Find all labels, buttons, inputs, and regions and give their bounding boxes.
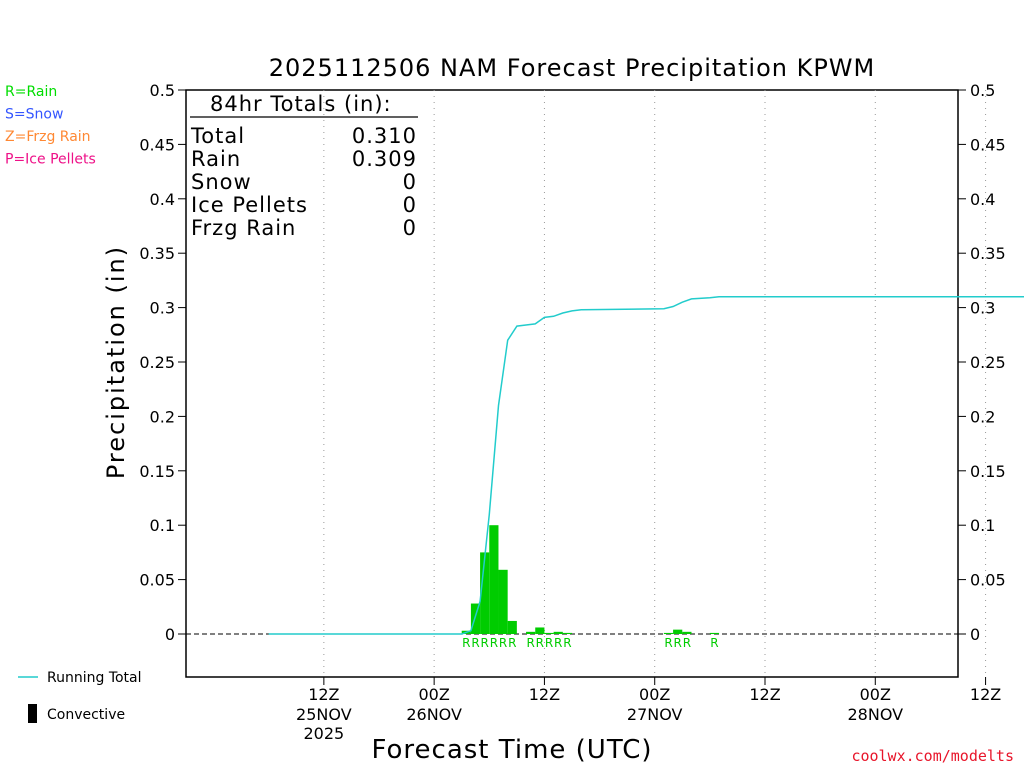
y-tick-label-left: 0.5 bbox=[150, 81, 175, 100]
running-total-legend-label: Running Total bbox=[47, 670, 142, 686]
ptype-label: R bbox=[664, 636, 672, 650]
y-tick-label-right: 0.05 bbox=[970, 571, 1006, 590]
ptype-label: R bbox=[554, 636, 562, 650]
y-tick-label-left: 0.45 bbox=[139, 135, 175, 154]
y-tick-label-right: 0.3 bbox=[970, 299, 995, 318]
y-tick-label-right: 0.4 bbox=[970, 190, 995, 209]
convective-legend-label: Convective bbox=[47, 707, 125, 723]
y-tick-label-left: 0.2 bbox=[150, 407, 175, 426]
ptype-label: R bbox=[508, 636, 516, 650]
x-tick-label-time: 12Z bbox=[529, 685, 560, 704]
y-tick-label-left: 0.05 bbox=[139, 571, 175, 590]
totals-rows: Total 0.310 Rain 0.309 Snow 0 Ice Pellets 0 Frzg… bbox=[190, 124, 417, 240]
totals-row-label: Snow bbox=[191, 170, 252, 194]
y-tick-label-right: 0.15 bbox=[970, 462, 1006, 481]
x-tick-label-year: 2025 bbox=[303, 724, 344, 743]
x-axis-title: Forecast Time (UTC) bbox=[371, 735, 652, 765]
y-tick-label-left: 0.3 bbox=[150, 299, 175, 318]
ptype-label: R bbox=[545, 636, 553, 650]
plot-area: 00.050.10.150.20.250.30.350.40.450.5 00.… bbox=[139, 81, 1024, 743]
precip-bar bbox=[553, 631, 563, 634]
y-tick-label-left: 0.25 bbox=[139, 353, 175, 372]
type-legend: R=Rain S=Snow Z=Frzg Rain P=Ice Pellets bbox=[5, 84, 96, 168]
precip-bar bbox=[489, 525, 499, 634]
ptype-label: R bbox=[490, 636, 498, 650]
totals-row-label: Total bbox=[190, 124, 245, 148]
precip-bar bbox=[682, 631, 692, 634]
totals-row-value: 0.310 bbox=[352, 124, 417, 148]
y-tick-label-right: 0.35 bbox=[970, 244, 1006, 263]
gridlines bbox=[323, 90, 987, 677]
running-total-line bbox=[268, 295, 1024, 635]
chart-title: 2025112506 NAM Forecast Precipitation KP… bbox=[269, 54, 876, 82]
precip-bar bbox=[526, 631, 536, 634]
totals-box: 84hr Totals (in): Total 0.310 Rain 0.309 Sno… bbox=[190, 92, 418, 240]
precip-bar bbox=[663, 632, 674, 634]
x-tick-label-time: 00Z bbox=[860, 685, 891, 704]
totals-row-label: Frzg Rain bbox=[191, 216, 296, 240]
x-tick-label-date: 25NOV bbox=[296, 705, 352, 724]
ptype-label: R bbox=[499, 636, 507, 650]
ptype-label: R bbox=[471, 636, 479, 650]
ptype-legend-entry: Z=Frzg Rain bbox=[5, 129, 91, 145]
precip-bar bbox=[480, 552, 490, 634]
y-tick-label-right: 0.45 bbox=[970, 135, 1006, 154]
x-tick-label-date: 26NOV bbox=[406, 705, 462, 724]
x-tick-label-time: 00Z bbox=[639, 685, 670, 704]
y-tick-label-left: 0.15 bbox=[139, 462, 175, 481]
totals-row-value: 0.309 bbox=[352, 147, 417, 171]
ptype-label: R bbox=[674, 636, 682, 650]
ptype-label: R bbox=[462, 636, 470, 650]
precip-bar bbox=[535, 627, 545, 634]
totals-row-value: 0 bbox=[403, 170, 417, 194]
totals-row-label: Rain bbox=[191, 147, 241, 171]
precip-bar bbox=[544, 632, 554, 634]
ptype-label: R bbox=[710, 636, 718, 650]
y-tick-label-left: 0 bbox=[165, 625, 175, 644]
ptype-legend-entry: R=Rain bbox=[5, 84, 57, 100]
x-tick-label-time: 12Z bbox=[749, 685, 780, 704]
y-tick-label-right: 0.2 bbox=[970, 407, 995, 426]
y-axis-left: 0 0.05 0.1 0.15 0.2 0.25 0.3 0.35 0.4 0.45 0.5 bbox=[139, 81, 186, 644]
totals-row-label: Ice Pellets bbox=[191, 193, 308, 217]
precip-bar bbox=[562, 632, 572, 634]
ptype-label: R bbox=[526, 636, 534, 650]
ptype-label: R bbox=[536, 636, 544, 650]
credit-link[interactable]: coolwx.com/modelts bbox=[851, 747, 1014, 765]
ptype-label: R bbox=[683, 636, 691, 650]
ptype-label: R bbox=[481, 636, 489, 650]
y-tick-label-left: 0.4 bbox=[150, 190, 175, 209]
x-tick-label-date: 27NOV bbox=[627, 705, 683, 724]
precip-bar bbox=[673, 629, 683, 634]
ptype-label: R bbox=[563, 636, 571, 650]
totals-row-value: 0 bbox=[403, 193, 417, 217]
y-tick-label-right: 0 bbox=[970, 625, 980, 644]
precip-bar bbox=[709, 632, 720, 634]
convective-swatch bbox=[28, 704, 37, 723]
ptype-legend-entry: P=Ice Pellets bbox=[5, 152, 96, 168]
ptype-legend-entry: S=Snow bbox=[5, 107, 63, 123]
precip-bar bbox=[470, 603, 481, 634]
y-tick-label-right: 0.5 bbox=[970, 81, 995, 100]
totals-heading: 84hr Totals (in): bbox=[210, 92, 392, 116]
y-tick-label-left: 0.35 bbox=[139, 244, 175, 263]
x-tick-label-date: 28NOV bbox=[847, 705, 903, 724]
precip-bars bbox=[461, 525, 720, 634]
totals-row-value: 0 bbox=[403, 216, 417, 240]
y-tick-label-left: 0.1 bbox=[150, 516, 175, 535]
y-axis-right: 0 0.05 0.1 0.15 0.2 0.25 0.3 0.35 0.4 0.45 0.5 bbox=[958, 81, 1006, 644]
x-tick-label-time: 12Z bbox=[970, 685, 1001, 704]
y-tick-label-right: 0.25 bbox=[970, 353, 1006, 372]
x-tick-label-time: 00Z bbox=[418, 685, 449, 704]
y-axis-title: Precipitation (in) bbox=[102, 245, 130, 479]
plot-frame bbox=[185, 89, 959, 678]
precip-bar bbox=[507, 620, 517, 634]
bottom-legend: Running Total Convective bbox=[18, 670, 142, 723]
y-tick-label-right: 0.1 bbox=[970, 516, 995, 535]
precip-bar bbox=[498, 569, 508, 634]
x-tick-label-time: 12Z bbox=[308, 685, 339, 704]
